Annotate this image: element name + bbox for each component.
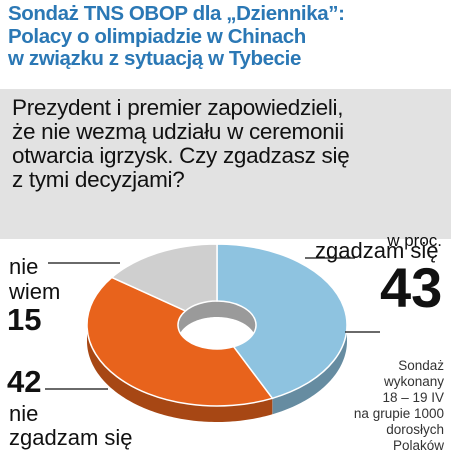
footnote-line-3: 18 – 19 IV xyxy=(382,390,444,405)
slice-disagree xyxy=(86,276,274,407)
slice-side-disagree xyxy=(87,325,273,422)
title-line-3: w związku z sytuacją w Tybecie xyxy=(8,47,301,70)
unit-label: w proc. xyxy=(387,231,442,250)
slice-agree xyxy=(216,243,348,400)
question-line-2: że nie wezmą udziału w ceremonii xyxy=(12,119,344,144)
disagree-value: 42 xyxy=(7,364,42,399)
donut-hole-wall xyxy=(178,301,256,341)
disagree-label-line2: zgadzam się xyxy=(9,425,133,450)
chart-title: Sondaż TNS OBOP dla „Dziennika”: Polacy … xyxy=(8,2,444,71)
question-box xyxy=(0,89,451,239)
footnote-line-6: Polaków xyxy=(392,438,444,453)
title-line-1: Sondaż TNS OBOP dla „Dziennika”: xyxy=(8,2,345,25)
footnote-line-2: wykonany xyxy=(383,374,444,389)
agree-label: zgadzam się xyxy=(315,238,439,263)
survey-question: Prezydent i premier zapowiedzieli, że ni… xyxy=(12,96,442,192)
footnote-line-4: na grupie 1000 xyxy=(353,406,444,421)
question-line-4: z tymi decyzjami? xyxy=(12,167,185,192)
disagree-label-line1: nie xyxy=(9,401,39,426)
dontknow-label-line1: nie xyxy=(9,254,39,279)
survey-footnote: Sondaż wykonany 18 – 19 IV na grupie 100… xyxy=(334,358,444,454)
slice-dontknow xyxy=(110,243,218,312)
footnote-line-5: dorosłych xyxy=(386,422,444,437)
title-line-2: Polacy o olimpiadzie w Chinach xyxy=(8,24,306,48)
question-line-3: otwarcia igrzysk. Czy zgadzasz się xyxy=(12,143,350,168)
question-line-1: Prezydent i premier zapowiedzieli, xyxy=(12,95,344,120)
dontknow-value: 15 xyxy=(7,302,42,337)
dontknow-label-line2: wiem xyxy=(9,279,61,304)
footnote-line-1: Sondaż xyxy=(398,358,444,373)
agree-value: 43 xyxy=(380,256,443,319)
